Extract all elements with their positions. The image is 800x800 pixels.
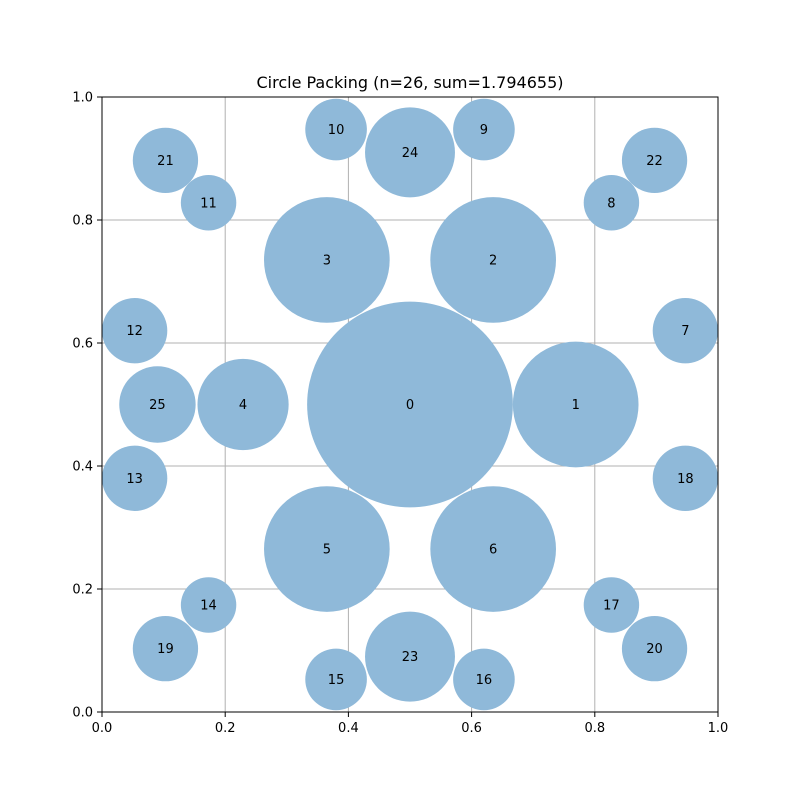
circle-label: 17 — [603, 598, 620, 613]
circle-23: 23 — [365, 611, 455, 702]
y-tick-label: 0.8 — [72, 214, 93, 229]
circle-mark — [305, 98, 367, 161]
circle-mark — [512, 341, 639, 468]
circle-14: 14 — [180, 577, 237, 633]
circle-mark — [102, 445, 168, 511]
circle-mark — [180, 175, 237, 231]
circle-25: 25 — [119, 366, 196, 443]
circle-mark — [652, 298, 718, 364]
circle-0: 0 — [307, 301, 513, 508]
circle-mark — [132, 127, 199, 193]
circle-label: 8 — [607, 196, 615, 211]
circle-mark — [453, 98, 515, 161]
circle-7: 7 — [652, 298, 718, 364]
circle-label: 1 — [572, 398, 580, 413]
circle-mark — [180, 577, 237, 633]
circle-label: 0 — [406, 398, 414, 413]
circle-mark — [583, 175, 640, 231]
circle-18: 18 — [652, 445, 718, 511]
circle-label: 20 — [646, 642, 663, 657]
circle-mark — [132, 616, 199, 682]
circle-15: 15 — [305, 648, 367, 711]
circle-1: 1 — [512, 341, 639, 468]
y-tick-label: 0.0 — [72, 706, 93, 721]
circle-mark — [583, 577, 640, 633]
y-axis: 0.0 0.2 0.4 0.6 0.8 1.0 — [72, 91, 102, 721]
x-tick-label: 0.2 — [215, 721, 236, 736]
chart-title: Circle Packing (n=26, sum=1.794655) — [256, 73, 563, 92]
circle-mark — [264, 486, 390, 612]
circle-21: 21 — [132, 127, 199, 193]
circle-label: 11 — [200, 196, 217, 211]
circle-label: 18 — [677, 472, 694, 487]
circle-5: 5 — [264, 486, 390, 612]
circle-4: 4 — [197, 358, 289, 451]
circle-label: 21 — [157, 154, 174, 169]
circle-6: 6 — [430, 486, 556, 612]
x-tick-label: 0.8 — [584, 721, 605, 736]
circle-mark — [652, 445, 718, 511]
circle-2: 2 — [430, 197, 556, 323]
circle-label: 12 — [126, 324, 143, 339]
circle-label: 2 — [489, 253, 497, 268]
y-tick-label: 0.4 — [72, 460, 93, 475]
plot-frame — [101, 96, 719, 713]
circle-label: 10 — [328, 123, 345, 138]
circle-17: 17 — [583, 577, 640, 633]
circle-label: 24 — [402, 146, 419, 161]
circle-label: 4 — [239, 398, 247, 413]
circle-label: 25 — [149, 398, 166, 413]
y-tick-label: 0.2 — [72, 583, 93, 598]
circle-mark — [119, 366, 196, 443]
circle-22: 22 — [621, 127, 688, 193]
circle-mark — [307, 301, 513, 508]
circle-label: 3 — [323, 253, 331, 268]
x-axis: 0.0 0.2 0.4 0.6 0.8 1.0 — [92, 712, 729, 736]
circle-mark — [305, 648, 367, 711]
circle-label: 14 — [200, 598, 217, 613]
circle-label: 23 — [402, 650, 419, 665]
circle-11: 11 — [180, 175, 237, 231]
circle-24: 24 — [365, 107, 455, 198]
circle-20: 20 — [621, 616, 688, 682]
circle-19: 19 — [132, 616, 199, 682]
circle-label: 9 — [480, 123, 488, 138]
circle-mark — [264, 197, 390, 323]
circle-label: 19 — [157, 642, 174, 657]
y-tick-label: 0.6 — [72, 337, 93, 352]
circle-mark — [430, 197, 556, 323]
circle-3: 3 — [264, 197, 390, 323]
circle-10: 10 — [305, 98, 367, 161]
y-tick-label: 1.0 — [72, 91, 93, 106]
circle-9: 9 — [453, 98, 515, 161]
circle-mark — [102, 298, 168, 364]
circle-label: 22 — [646, 154, 663, 169]
circle-12: 12 — [102, 298, 168, 364]
x-tick-label: 0.4 — [338, 721, 359, 736]
circle-label: 15 — [328, 673, 345, 688]
x-tick-label: 0.6 — [461, 721, 482, 736]
circle-label: 13 — [126, 472, 143, 487]
circle-mark — [365, 107, 455, 198]
circle-16: 16 — [453, 648, 515, 711]
circle-13: 13 — [102, 445, 168, 511]
circle-label: 16 — [476, 673, 493, 688]
circle-mark — [621, 127, 688, 193]
circle-mark — [365, 611, 455, 702]
circle-label: 5 — [323, 543, 331, 558]
circle-label: 6 — [489, 543, 497, 558]
circle-mark — [621, 616, 688, 682]
x-tick-label: 1.0 — [708, 721, 729, 736]
circle-label: 7 — [681, 324, 689, 339]
x-tick-label: 0.0 — [92, 721, 113, 736]
circle-mark — [197, 358, 289, 451]
circle-8: 8 — [583, 175, 640, 231]
circle-mark — [453, 648, 515, 711]
circle-mark — [430, 486, 556, 612]
